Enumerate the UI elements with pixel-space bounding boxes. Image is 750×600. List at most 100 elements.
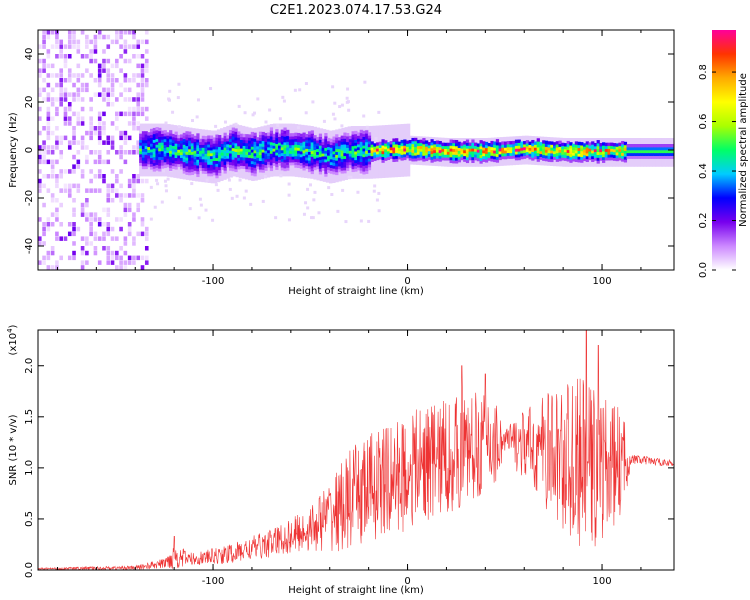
heatmap-cell <box>42 241 46 246</box>
heatmap-cell <box>370 158 374 163</box>
heatmap-cell <box>324 173 328 177</box>
heatmap-cell <box>158 127 162 132</box>
heatmap-cell <box>340 155 344 160</box>
heatmap-cell <box>465 148 470 152</box>
heatmap-cell <box>297 141 301 145</box>
heatmap-cell <box>115 236 119 241</box>
heatmap-cell <box>288 133 293 137</box>
heatmap-cell <box>223 138 227 142</box>
heatmap-cell <box>416 154 421 158</box>
heatmap-cell <box>50 116 55 121</box>
heatmap-cell <box>97 150 102 155</box>
heatmap-cell <box>242 145 246 149</box>
heatmap-cell <box>248 160 252 164</box>
heatmap-cell <box>346 141 350 146</box>
heatmap-cell <box>367 152 372 156</box>
heatmap-cell <box>93 250 98 256</box>
heatmap-cell <box>72 231 76 237</box>
heatmap-cell <box>127 78 132 83</box>
heatmap-speckle <box>312 198 316 202</box>
heatmap-cell <box>286 138 290 142</box>
heatmap-cell <box>46 54 51 59</box>
heatmap-cell <box>242 151 246 155</box>
heatmap-cell <box>346 167 350 171</box>
heatmap-cell <box>514 142 519 146</box>
heatmap-cell <box>132 260 136 265</box>
heatmap-cell <box>242 133 246 138</box>
heatmap-cell <box>566 143 570 148</box>
heatmap-cell <box>460 153 464 158</box>
heatmap-cell <box>55 207 59 213</box>
heatmap-cell <box>414 149 418 153</box>
heatmap-cell <box>430 139 434 143</box>
heatmap-cell <box>158 136 162 140</box>
heatmap-cell <box>642 149 647 154</box>
heatmap-cell <box>185 165 189 170</box>
heatmap-cell <box>144 142 148 147</box>
heatmap-cell <box>321 141 325 145</box>
heatmap-cell <box>115 150 119 155</box>
heatmap-cell <box>359 152 363 157</box>
heatmap-cell <box>147 158 151 162</box>
heatmap-cell <box>574 155 579 160</box>
heatmap-cell <box>476 154 481 159</box>
heatmap-cell <box>166 143 170 148</box>
heatmap-cell <box>42 34 46 40</box>
heatmap-cell <box>106 150 111 155</box>
colorbar-tick-label: 0.2 <box>698 213 709 229</box>
heatmap-cell <box>185 171 189 175</box>
heatmap-cell <box>365 141 369 146</box>
heatmap-cell <box>215 137 219 141</box>
heatmap-cell <box>318 171 323 175</box>
heatmap-cell <box>132 126 136 131</box>
heatmap-cell <box>602 145 606 149</box>
heatmap-cell <box>435 143 440 147</box>
heatmap-cell <box>327 140 331 145</box>
heatmap-cell <box>59 135 63 141</box>
heatmap-speckle <box>306 187 310 191</box>
heatmap-cell <box>248 157 252 161</box>
heatmap-cell <box>80 260 85 265</box>
heatmap-cell <box>150 143 154 147</box>
heatmap-cell <box>50 44 55 49</box>
heatmap-cell <box>264 150 268 154</box>
heatmap-cell <box>305 165 309 170</box>
heatmap-cell <box>585 141 589 145</box>
heatmap-cell <box>106 198 111 203</box>
heatmap-cell <box>76 92 81 97</box>
heatmap-cell <box>179 163 184 167</box>
heatmap-cell <box>291 147 295 151</box>
heatmap-cell <box>542 154 546 159</box>
heatmap-cell <box>196 133 200 137</box>
heatmap-cell <box>297 161 301 166</box>
heatmap-cell <box>97 116 102 121</box>
heatmap-cell <box>55 111 59 117</box>
heatmap-cell <box>302 132 306 136</box>
heatmap-cell <box>106 159 111 165</box>
heatmap-cell <box>237 154 241 158</box>
heatmap-cell <box>242 139 246 144</box>
heatmap-cell <box>253 158 257 162</box>
heatmap-cell <box>585 147 589 151</box>
heatmap-cell <box>474 154 478 158</box>
heatmap-cell <box>672 149 674 154</box>
heatmap-cell <box>386 150 391 155</box>
heatmap-cell <box>582 149 587 153</box>
heatmap-cell <box>591 158 595 162</box>
heatmap-cell <box>93 126 98 131</box>
heatmap-cell <box>384 140 388 144</box>
heatmap-cell <box>250 131 255 136</box>
heatmap-cell <box>152 165 156 169</box>
heatmap-cell <box>299 142 304 146</box>
heatmap-cell <box>171 165 176 169</box>
heatmap-cell <box>97 126 102 131</box>
heatmap-cell <box>553 153 557 158</box>
heatmap-cell <box>85 236 89 241</box>
heatmap-cell <box>97 154 102 160</box>
heatmap-cell <box>517 145 521 149</box>
heatmap-cell <box>85 159 89 165</box>
heatmap-cell <box>585 152 589 157</box>
heatmap-cell <box>171 136 176 141</box>
heatmap-cell <box>558 157 562 162</box>
heatmap-cell <box>150 140 154 144</box>
